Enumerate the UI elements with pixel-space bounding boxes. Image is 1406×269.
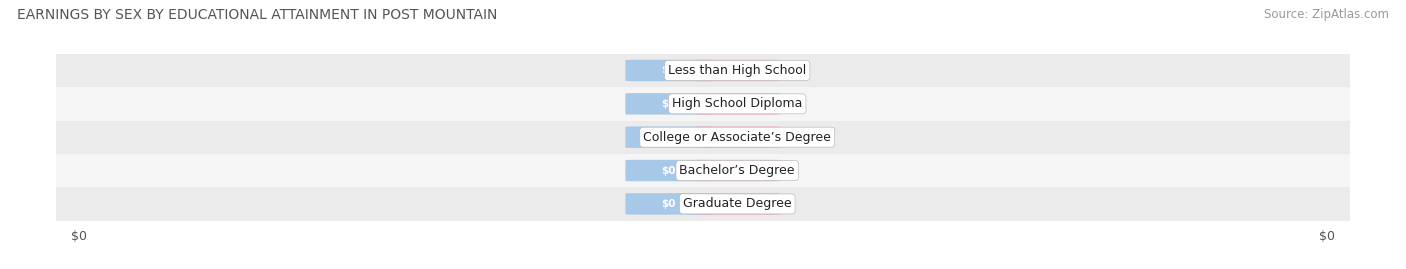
Text: High School Diploma: High School Diploma bbox=[672, 97, 803, 110]
Text: $0: $0 bbox=[730, 132, 745, 142]
Text: $0: $0 bbox=[661, 199, 676, 209]
Text: Less than High School: Less than High School bbox=[668, 64, 807, 77]
FancyBboxPatch shape bbox=[695, 126, 780, 148]
Text: Bachelor’s Degree: Bachelor’s Degree bbox=[679, 164, 794, 177]
FancyBboxPatch shape bbox=[695, 160, 780, 181]
Bar bbox=[56, 154, 1350, 187]
Text: Source: ZipAtlas.com: Source: ZipAtlas.com bbox=[1264, 8, 1389, 21]
FancyBboxPatch shape bbox=[626, 60, 711, 81]
FancyBboxPatch shape bbox=[695, 60, 780, 81]
Text: EARNINGS BY SEX BY EDUCATIONAL ATTAINMENT IN POST MOUNTAIN: EARNINGS BY SEX BY EDUCATIONAL ATTAINMEN… bbox=[17, 8, 498, 22]
FancyBboxPatch shape bbox=[626, 126, 711, 148]
FancyBboxPatch shape bbox=[695, 93, 780, 115]
Text: $0: $0 bbox=[661, 165, 676, 176]
Bar bbox=[56, 54, 1350, 87]
FancyBboxPatch shape bbox=[626, 160, 711, 181]
FancyBboxPatch shape bbox=[626, 93, 711, 115]
FancyBboxPatch shape bbox=[695, 193, 780, 215]
Text: $0: $0 bbox=[661, 99, 676, 109]
Bar bbox=[56, 87, 1350, 121]
Text: $0: $0 bbox=[730, 65, 745, 76]
Text: $0: $0 bbox=[661, 132, 676, 142]
Text: $0: $0 bbox=[661, 65, 676, 76]
FancyBboxPatch shape bbox=[626, 193, 711, 215]
Text: Graduate Degree: Graduate Degree bbox=[683, 197, 792, 210]
Text: $0: $0 bbox=[730, 99, 745, 109]
Text: College or Associate’s Degree: College or Associate’s Degree bbox=[644, 131, 831, 144]
Text: $0: $0 bbox=[730, 199, 745, 209]
Text: $0: $0 bbox=[730, 165, 745, 176]
Bar bbox=[56, 187, 1350, 221]
Bar bbox=[56, 121, 1350, 154]
